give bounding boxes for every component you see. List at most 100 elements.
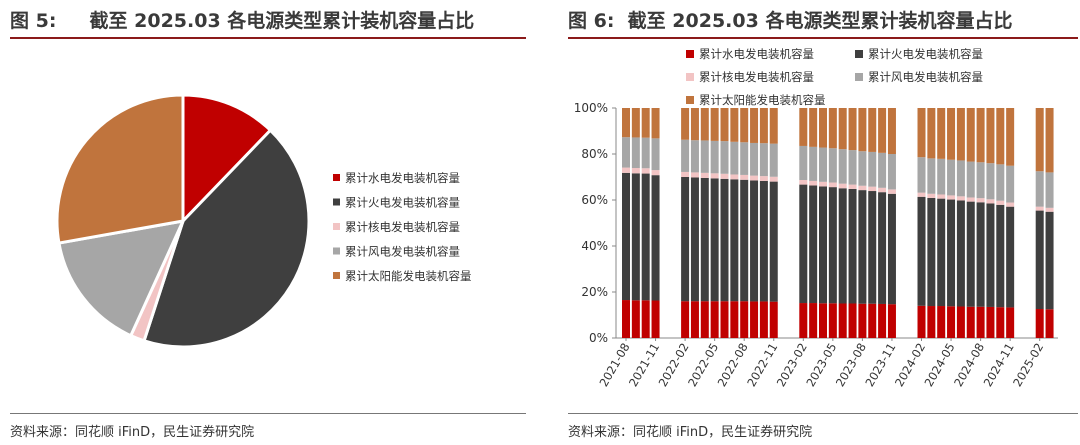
y-tick-label: 100% <box>574 101 608 115</box>
bar-segment <box>1006 202 1015 207</box>
stacked-bar-chart: 0%20%40%60%80%100%2021-082021-112022-022… <box>574 47 1058 389</box>
bar-segment <box>956 196 965 201</box>
bar-segment <box>947 306 956 338</box>
pie-chart: 累计水电发电装机容量累计火电发电装机容量累计核电发电装机容量累计风电发电装机容量… <box>55 93 472 349</box>
bar-segment <box>1035 309 1044 338</box>
bar-segment <box>651 175 660 301</box>
bar-title-text: 截至 2025.03 各电源类型累计装机容量占比 <box>627 10 1013 32</box>
bar-segment <box>690 301 699 338</box>
bar-segment <box>631 300 640 338</box>
bar-segment <box>622 167 630 173</box>
bar-segment <box>750 301 759 338</box>
bar-segment <box>730 301 739 338</box>
bar-segment <box>700 172 709 178</box>
bar-segment <box>996 204 1005 308</box>
bar-segment <box>631 137 640 169</box>
bar-segment <box>631 168 640 174</box>
bar-segment <box>740 179 749 302</box>
bar-segment <box>956 200 965 307</box>
bar-segment <box>819 303 827 338</box>
bar-segment <box>819 147 827 182</box>
bar-segment <box>809 146 818 181</box>
bar-segment <box>986 306 995 338</box>
bar-bottom-rule <box>568 413 1078 414</box>
bar-legend-swatch <box>855 50 863 58</box>
bar-segment <box>799 145 808 180</box>
bar-segment <box>651 108 660 139</box>
bar-segment <box>819 186 827 304</box>
pie-slice <box>142 128 311 349</box>
bar-segment <box>986 163 995 200</box>
bar-segment <box>1045 309 1054 338</box>
bar-segment <box>799 108 808 146</box>
pie-bottom-rule <box>10 413 526 414</box>
bar-segment <box>966 306 975 338</box>
bar-segment <box>838 108 847 150</box>
bar-segment <box>947 108 956 160</box>
bar-segment <box>937 194 946 199</box>
bar-segment <box>868 108 877 152</box>
bar-segment <box>730 108 739 142</box>
bar-segment <box>917 192 926 197</box>
bar-chart-title: 图 6: 截至 2025.03 各电源类型累计装机容量占比 <box>568 6 1012 33</box>
bar-segment <box>710 301 719 338</box>
bar-segment <box>730 179 739 302</box>
bar-segment <box>750 142 759 176</box>
bar-legend-swatch <box>686 50 694 58</box>
bar-segment <box>750 175 759 181</box>
pie-legend-label: 累计核电发电装机容量 <box>345 220 460 234</box>
pie-legend-label: 累计水电发电装机容量 <box>345 171 460 185</box>
bar-segment <box>700 301 709 338</box>
bar-segment <box>976 108 985 163</box>
bar-segment <box>1045 207 1054 212</box>
bar-segment <box>690 177 699 302</box>
bar-segment <box>937 108 946 159</box>
pie-chart-panel: 图 5: 截至 2025.03 各电源类型累计装机容量占比 累计水电发电装机容量… <box>0 0 528 445</box>
bar-segment <box>769 301 778 338</box>
bar-segment <box>858 151 867 186</box>
bar-segment <box>690 108 699 141</box>
bar-segment <box>976 162 985 199</box>
bar-segment <box>917 196 926 306</box>
bar-segment <box>947 159 956 196</box>
y-tick-label: 60% <box>581 193 608 207</box>
bar-segment <box>868 186 877 192</box>
bar-segment <box>622 172 630 301</box>
bar-segment <box>966 161 975 198</box>
bar-segment <box>740 142 749 175</box>
bar-segment <box>878 192 887 304</box>
bar-legend-swatch <box>686 96 694 104</box>
bar-segment <box>976 198 985 203</box>
bar-segment <box>641 137 650 169</box>
bar-segment <box>1006 108 1015 166</box>
bar-segment <box>690 172 699 178</box>
bar-segment <box>799 184 808 304</box>
bar-segment <box>828 148 837 183</box>
bar-segment <box>868 303 877 338</box>
bar-segment <box>976 306 985 338</box>
bar-segment <box>799 179 808 185</box>
pie-legend-swatch <box>333 223 340 230</box>
bar-segment <box>769 143 778 177</box>
bar-figure-label: 图 6: <box>568 10 615 32</box>
bar-segment <box>759 108 768 144</box>
bar-segment <box>878 187 887 193</box>
bar-segment <box>710 173 719 179</box>
bar-segment <box>937 198 946 307</box>
pie-title-text: 截至 2025.03 各电源类型累计装机容量占比 <box>89 10 475 32</box>
bar-segment <box>651 170 660 176</box>
bar-segment <box>966 201 975 307</box>
bar-segment <box>700 177 709 302</box>
bar-segment <box>858 190 867 304</box>
bar-segment <box>740 108 749 143</box>
bar-segment <box>759 301 768 338</box>
bar-segment <box>1006 206 1015 308</box>
bar-segment <box>986 203 995 307</box>
bar-segment <box>1006 165 1015 203</box>
bar-segment <box>996 164 1005 201</box>
bar-segment <box>690 140 699 173</box>
bar-segment <box>720 108 729 142</box>
bar-segment <box>730 174 739 180</box>
bar-segment <box>858 108 867 152</box>
bar-segment <box>681 177 690 302</box>
